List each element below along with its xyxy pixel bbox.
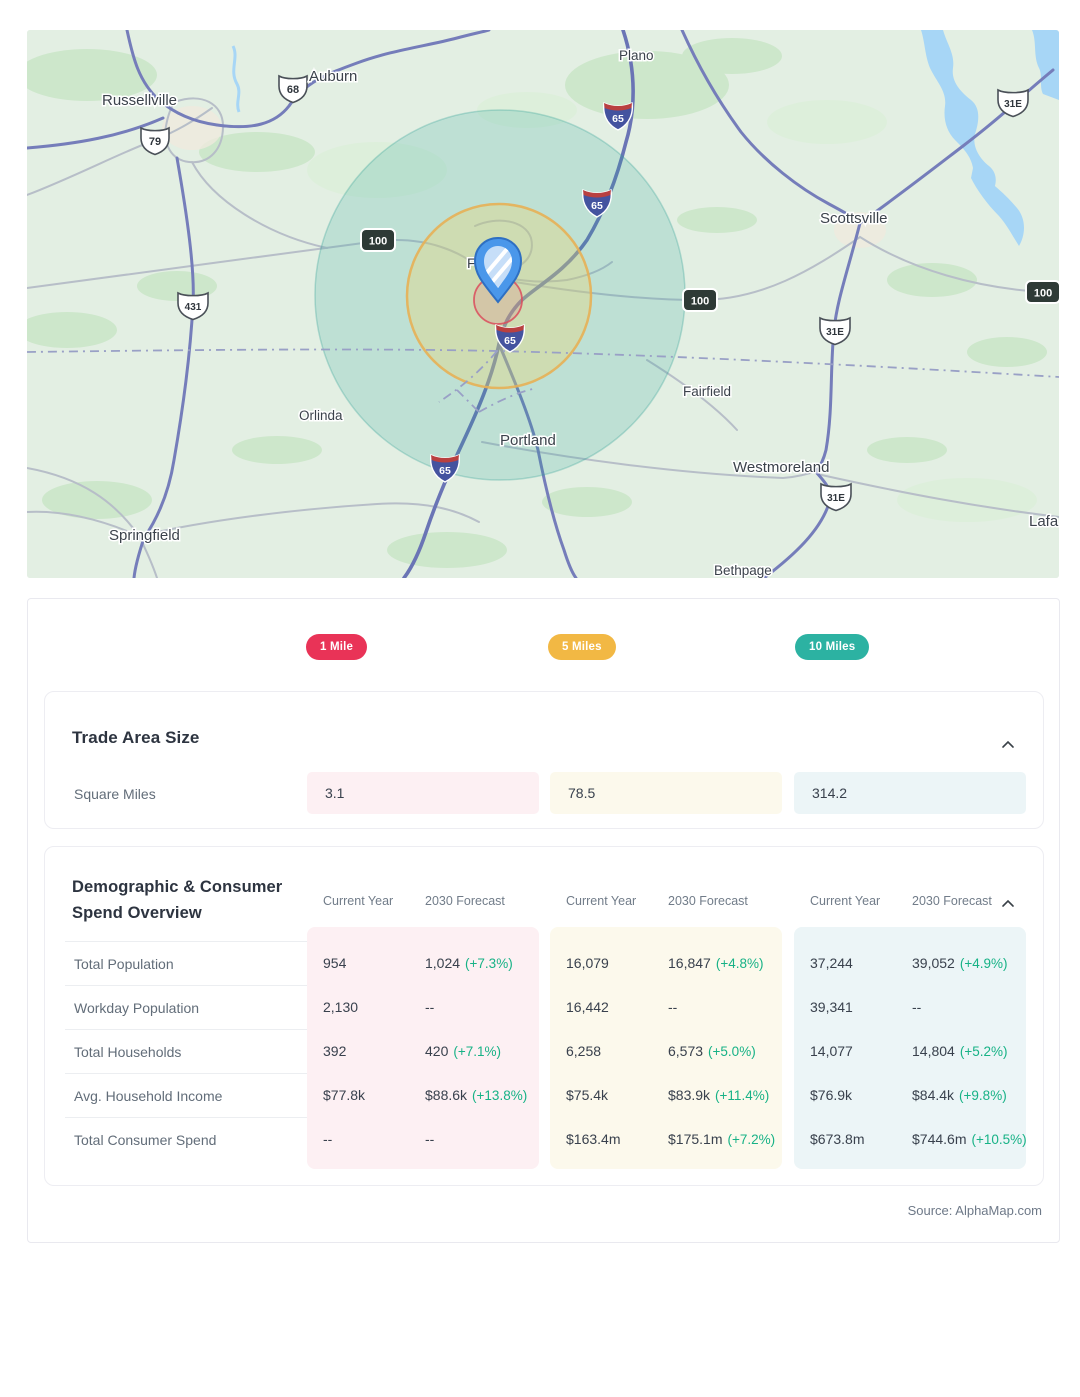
label-auburn: Auburn	[309, 68, 357, 85]
svg-text:100: 100	[369, 236, 387, 248]
svg-text:65: 65	[439, 465, 451, 477]
table-row: 2,130 --	[323, 999, 435, 1015]
svg-text:65: 65	[612, 113, 624, 125]
square-miles-1mi: 3.1	[307, 772, 539, 814]
lake	[231, 30, 1059, 246]
table-row: 16,079 16,847 (+4.8%)	[566, 955, 764, 971]
svg-text:31E: 31E	[827, 493, 845, 504]
label-springfield: Springfield	[109, 527, 180, 544]
label-scottsville: Scottsville	[820, 210, 888, 227]
demographic-overview-title: Demographic & Consumer Spend Overview	[72, 878, 283, 922]
label-orlinda: Orlinda	[299, 408, 343, 423]
table-row: $673.8m $744.6m (+10.5%)	[810, 1131, 1026, 1147]
metric-label: Total Consumer Spend	[65, 1117, 315, 1161]
column-headers-5mi: Current Year 2030 Forecast	[566, 894, 748, 908]
source-attribution: Source: AlphaMap.com	[907, 1203, 1042, 1218]
column-headers-10mi: Current Year 2030 Forecast	[810, 894, 992, 908]
trade-area-size-card: Trade Area Size Square Miles 3.1 78.5 31…	[44, 691, 1044, 829]
square-miles-10mi: 314.2	[794, 772, 1026, 814]
svg-text:31E: 31E	[826, 327, 844, 338]
interstate-65-road	[402, 30, 635, 578]
metric-label: Avg. Household Income	[65, 1073, 315, 1117]
table-row: 6,258 6,573 (+5.0%)	[566, 1043, 756, 1059]
collapse-chevron-icon[interactable]	[1001, 895, 1017, 911]
label-fairfield: Fairfield	[683, 384, 731, 399]
square-miles-5mi: 78.5	[550, 772, 782, 814]
pill-10-miles[interactable]: 10 Miles	[795, 634, 870, 660]
label-westmoreland: Westmoreland	[733, 459, 829, 476]
table-row: 14,077 14,804 (+5.2%)	[810, 1043, 1008, 1059]
table-row: -- --	[323, 1131, 435, 1147]
table-row: 39,341 --	[810, 999, 922, 1015]
pill-5-miles[interactable]: 5 Miles	[548, 634, 616, 660]
state-boundary-line	[27, 348, 1059, 413]
column-headers-1mi: Current Year 2030 Forecast	[323, 894, 505, 908]
data-band-5mi: 16,079 16,847 (+4.8%) 16,442 -- 6,258 6,573(…	[550, 927, 782, 1169]
square-miles-label: Square Miles	[74, 786, 156, 802]
table-row: 392 420 (+7.1%)	[323, 1043, 502, 1059]
trade-area-panel: 1 Mile 5 Miles 10 Miles Trade Area Size …	[27, 598, 1060, 1243]
map-light-patches	[307, 92, 1037, 522]
table-row: $76.9k $84.4k (+9.8%)	[810, 1087, 1007, 1103]
data-band-1mi: 954 1,024 (+7.3%) 2,130 -- 392 420 (+7.1%) $7…	[307, 927, 539, 1169]
metric-labels-column: Total Population Workday Population Tota…	[65, 927, 315, 1161]
us-route-shields: 68 79 431 31E 31E 31E	[140, 74, 1029, 512]
label-plano: Plano	[619, 48, 654, 63]
table-row: 16,442 --	[566, 999, 678, 1015]
svg-text:431: 431	[185, 302, 202, 313]
major-roads	[27, 30, 1055, 578]
collapse-chevron-icon[interactable]	[1001, 736, 1017, 752]
svg-text:79: 79	[149, 136, 161, 148]
svg-text:65: 65	[504, 335, 516, 347]
table-row: 37,244 39,052 (+4.9%)	[810, 955, 1008, 971]
trade-area-size-title: Trade Area Size	[72, 728, 200, 747]
minor-roads	[27, 97, 1059, 578]
demographic-overview-card: Demographic & Consumer Spend Overview Cu…	[44, 846, 1044, 1186]
stream	[231, 45, 241, 113]
metric-label: Workday Population	[65, 985, 315, 1029]
label-lafayette-partial: Lafa	[1029, 513, 1059, 530]
svg-text:100: 100	[691, 296, 709, 308]
map-canvas[interactable]: 68 79 431 31E 31E 31E 100 100 100 65 65 …	[27, 30, 1059, 578]
label-bethpage: Bethpage	[714, 563, 772, 578]
map-place-labels: Russellville Auburn Plano Scottsville Fa…	[101, 47, 1060, 579]
table-row: $75.4k $83.9k (+11.4%)	[566, 1087, 770, 1103]
svg-text:100: 100	[1034, 288, 1052, 300]
metric-label: Total Population	[65, 941, 315, 985]
state-route-shields: 100 100 100	[360, 228, 1059, 312]
location-pin[interactable]	[473, 236, 529, 304]
table-row: 954 1,024 (+7.3%)	[323, 955, 513, 971]
interstate-shields: 65 65 65 65	[429, 101, 634, 483]
table-row: $163.4m $175.1m (+7.2%)	[566, 1131, 776, 1147]
svg-text:31E: 31E	[1004, 99, 1022, 110]
svg-text:65: 65	[591, 200, 603, 212]
svg-text:68: 68	[287, 84, 299, 96]
metric-label: Total Households	[65, 1029, 315, 1073]
label-portland: Portland	[500, 432, 556, 449]
table-row: $77.8k $88.6k (+13.8%)	[323, 1087, 528, 1103]
data-band-10mi: 37,244 39,052 (+4.9%) 39,341 -- 14,077 14,80…	[794, 927, 1026, 1169]
label-russellville: Russellville	[102, 92, 177, 109]
pill-1-mile[interactable]: 1 Mile	[306, 634, 368, 660]
